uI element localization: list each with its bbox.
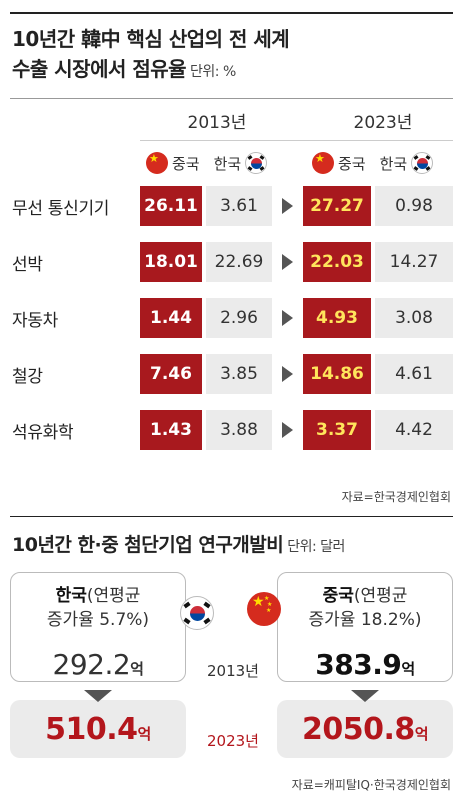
cell-china-2023: 4.93 bbox=[303, 298, 371, 338]
korea-flag-icon bbox=[245, 152, 268, 174]
china-2023-value: 2050.8억 bbox=[277, 712, 453, 747]
arrow-right-icon bbox=[282, 310, 293, 326]
cell-korea-2013: 3.85 bbox=[206, 354, 272, 394]
legend-china-label: 중국 bbox=[172, 154, 200, 173]
rnd-title-text: 10년간 한·중 첨단기업 연구개발비 bbox=[12, 534, 284, 556]
cell-korea-2013: 2.96 bbox=[206, 298, 272, 338]
row-label: 석유화학 bbox=[12, 423, 74, 443]
cell-korea-2023: 4.42 bbox=[375, 410, 453, 450]
china-flag-icon bbox=[312, 152, 334, 174]
korea-2023-value: 510.4억 bbox=[10, 712, 186, 747]
korea-down-arrow-icon bbox=[84, 690, 112, 702]
title-line2-text: 수출 시장에서 점유율 bbox=[12, 57, 187, 81]
cell-china-2023: 22.03 bbox=[303, 242, 371, 282]
cell-china-2013: 18.01 bbox=[140, 242, 202, 282]
cell-korea-2013: 3.61 bbox=[206, 186, 272, 226]
year-header-2013: 2013년 bbox=[187, 113, 247, 133]
korea-2013-unit: 억 bbox=[130, 660, 144, 678]
korea-panel-2023-bg bbox=[10, 700, 186, 758]
korea-2023-number: 510.4 bbox=[45, 712, 138, 747]
cell-korea-2013: 22.69 bbox=[206, 242, 272, 282]
cell-korea-2023: 0.98 bbox=[375, 186, 453, 226]
china-2023-number: 2050.8 bbox=[301, 712, 415, 747]
korea-label-line2: 증가율 5.7%) bbox=[46, 610, 150, 630]
row-label: 자동차 bbox=[12, 311, 59, 331]
china-label-line2: 증가율 18.2%) bbox=[308, 610, 422, 630]
china-panel-2023-bg bbox=[277, 700, 453, 758]
year-header-2023: 2023년 bbox=[353, 113, 413, 133]
section-divider bbox=[10, 516, 453, 517]
cell-korea-2013: 3.88 bbox=[206, 410, 272, 450]
korea-panel bbox=[10, 572, 186, 682]
cell-china-2013: 1.44 bbox=[140, 298, 202, 338]
row-label: 무선 통신기기 bbox=[12, 199, 110, 219]
cell-korea-2023: 14.27 bbox=[375, 242, 453, 282]
cell-china-2023: 27.27 bbox=[303, 186, 371, 226]
china-down-arrow-icon bbox=[351, 690, 379, 702]
source-note-2: 자료=캐피탈IQ·한국경제인협회 bbox=[291, 778, 451, 792]
arrow-right-icon bbox=[282, 254, 293, 270]
center-year-2023: 2023년 bbox=[207, 732, 259, 750]
cell-china-2013: 26.11 bbox=[140, 186, 202, 226]
china-label-rest: (연평균 bbox=[353, 586, 408, 606]
title-line1: 10년간 韓中 핵심 산업의 전 세계 bbox=[12, 27, 290, 51]
china-2013-value: 383.9억 bbox=[277, 648, 453, 681]
legend-2013: 중국 한국 bbox=[146, 152, 268, 174]
china-panel bbox=[277, 572, 453, 682]
korea-panel-label: 한국(연평균 증가율 5.7%) bbox=[10, 584, 186, 632]
china-flag-icon: ★ ★ ★ ★ bbox=[247, 592, 281, 626]
rnd-title: 10년간 한·중 첨단기업 연구개발비 단위: 달러 bbox=[12, 530, 345, 557]
chart-title: 10년간 韓中 핵심 산업의 전 세계 수출 시장에서 점유율 단위: % bbox=[12, 24, 290, 87]
cell-china-2013: 7.46 bbox=[140, 354, 202, 394]
korea-2023-unit: 억 bbox=[137, 725, 152, 743]
arrow-right-icon bbox=[282, 366, 293, 382]
top-rule bbox=[10, 12, 453, 14]
legend-korea-label: 한국 bbox=[213, 154, 242, 173]
korea-2013-number: 292.2 bbox=[52, 648, 131, 681]
legend-china-label: 중국 bbox=[338, 154, 366, 173]
cell-korea-2023: 3.08 bbox=[375, 298, 453, 338]
korea-2013-value: 292.2억 bbox=[10, 648, 186, 681]
row-label: 철강 bbox=[12, 367, 43, 387]
legend-2023: 중국 한국 bbox=[312, 152, 434, 174]
china-2023-unit: 억 bbox=[414, 725, 429, 743]
china-2013-unit: 억 bbox=[401, 660, 415, 678]
legend-korea-label: 한국 bbox=[379, 154, 408, 173]
china-label-bold: 중국 bbox=[322, 586, 354, 606]
arrow-right-icon bbox=[282, 422, 293, 438]
row-label: 선박 bbox=[12, 255, 43, 275]
korea-flag-icon bbox=[180, 596, 214, 630]
korea-flag-icon bbox=[411, 152, 434, 174]
china-2013-number: 383.9 bbox=[315, 648, 402, 681]
cell-china-2023: 3.37 bbox=[303, 410, 371, 450]
china-flag-icon bbox=[146, 152, 168, 174]
rnd-unit-label: 단위: 달러 bbox=[287, 539, 345, 555]
cell-china-2013: 1.43 bbox=[140, 410, 202, 450]
korea-label-bold: 한국 bbox=[55, 586, 87, 606]
arrow-right-icon bbox=[282, 198, 293, 214]
cell-korea-2023: 4.61 bbox=[375, 354, 453, 394]
divider bbox=[10, 98, 453, 99]
header-divider bbox=[140, 140, 453, 141]
cell-china-2023: 14.86 bbox=[303, 354, 371, 394]
unit-label: 단위: % bbox=[190, 64, 236, 80]
title-line2: 수출 시장에서 점유율 단위: % bbox=[12, 54, 289, 87]
center-year-2013: 2013년 bbox=[207, 662, 259, 680]
source-note-1: 자료=한국경제인협회 bbox=[341, 490, 451, 504]
china-panel-label: 중국(연평균 증가율 18.2%) bbox=[277, 584, 453, 632]
korea-label-rest: (연평균 bbox=[86, 586, 141, 606]
